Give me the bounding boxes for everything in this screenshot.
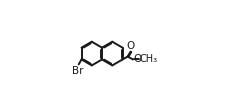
Text: Br: Br — [72, 66, 84, 76]
Text: O: O — [127, 41, 135, 51]
Text: O: O — [133, 54, 141, 64]
Text: CH₃: CH₃ — [140, 54, 158, 64]
